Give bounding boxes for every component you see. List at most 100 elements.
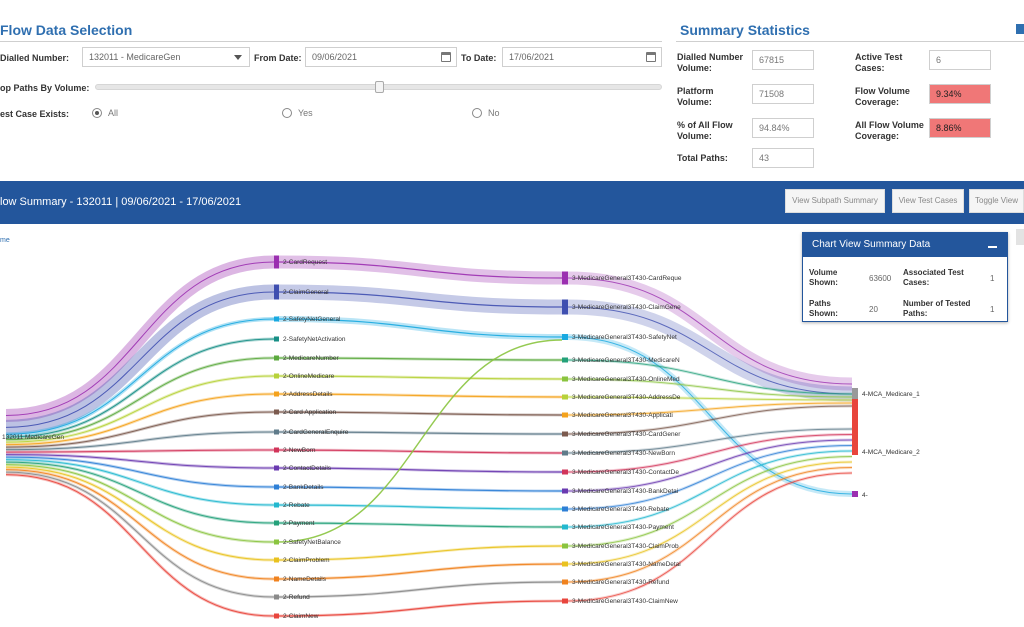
sankey-node[interactable] bbox=[562, 412, 568, 418]
sankey-node[interactable] bbox=[562, 357, 568, 363]
to-date-input[interactable]: 17/06/2021 bbox=[502, 47, 662, 67]
flow-link-edge[interactable] bbox=[5, 338, 275, 438]
flow-link-edge[interactable] bbox=[5, 449, 275, 453]
flow-link-edge[interactable] bbox=[277, 393, 563, 398]
sankey-node[interactable] bbox=[562, 271, 568, 285]
flow-link-edge[interactable] bbox=[567, 396, 853, 401]
flow-link-edge[interactable] bbox=[5, 393, 275, 446]
dialled-number-select[interactable]: 132011 - MedicareGen bbox=[82, 47, 250, 67]
flow-link-edge[interactable] bbox=[277, 486, 563, 492]
flow-link-edge[interactable] bbox=[277, 339, 563, 543]
flow-sankey-chart[interactable]: 2-CardRequest 2-ClaimGeneral 2-SafetyNetGe… bbox=[0, 224, 1024, 627]
calendar-icon[interactable] bbox=[441, 52, 451, 62]
sankey-node[interactable] bbox=[274, 255, 279, 269]
top-paths-slider-handle[interactable] bbox=[374, 81, 384, 93]
flow-link-edge[interactable] bbox=[277, 261, 563, 279]
flow-link-edge[interactable] bbox=[567, 277, 853, 385]
flow-link-edge[interactable] bbox=[277, 467, 563, 473]
flow-link-edge[interactable] bbox=[5, 261, 275, 416]
sankey-node[interactable] bbox=[274, 484, 279, 490]
flow-link-edge[interactable] bbox=[5, 291, 275, 428]
sankey-node[interactable] bbox=[274, 594, 279, 600]
sankey-node[interactable] bbox=[274, 373, 279, 379]
flow-link-edge[interactable] bbox=[277, 581, 563, 598]
flow-link-edge[interactable] bbox=[567, 336, 853, 495]
sankey-node[interactable] bbox=[852, 399, 858, 455]
flow-link-edge[interactable] bbox=[277, 600, 563, 617]
sankey-node[interactable] bbox=[274, 391, 279, 397]
flow-link-edge[interactable] bbox=[5, 411, 275, 448]
flow-link-edge[interactable] bbox=[567, 378, 853, 398]
sankey-node[interactable] bbox=[274, 576, 279, 582]
sankey-node[interactable] bbox=[562, 431, 568, 437]
flow-link-edge[interactable] bbox=[277, 357, 563, 361]
flow-link-edge[interactable] bbox=[277, 449, 563, 454]
toggle-view-button[interactable]: Toggle View bbox=[969, 189, 1024, 213]
flow-link-edge[interactable] bbox=[5, 466, 275, 561]
sankey-node[interactable] bbox=[274, 465, 279, 471]
sankey-node[interactable] bbox=[562, 394, 568, 400]
radio-all[interactable]: All bbox=[92, 108, 118, 118]
sankey-node[interactable] bbox=[562, 506, 568, 512]
flow-link-edge[interactable] bbox=[567, 456, 853, 547]
flow-link-edge[interactable] bbox=[567, 402, 853, 416]
flow-link-edge[interactable] bbox=[567, 439, 853, 492]
sankey-node[interactable] bbox=[562, 579, 568, 585]
flow-link-edge[interactable] bbox=[277, 522, 563, 528]
sankey-node[interactable] bbox=[274, 316, 279, 322]
sankey-node[interactable] bbox=[562, 561, 568, 567]
sankey-node[interactable] bbox=[562, 469, 568, 475]
edit-icon[interactable] bbox=[1016, 24, 1024, 34]
flow-link-edge[interactable] bbox=[567, 467, 853, 583]
radio-all-dot[interactable] bbox=[92, 108, 102, 118]
radio-no-dot[interactable] bbox=[472, 108, 482, 118]
radio-yes-dot[interactable] bbox=[282, 108, 292, 118]
flow-link-edge[interactable] bbox=[277, 431, 563, 435]
sankey-node[interactable] bbox=[562, 299, 568, 315]
flow-link-edge[interactable] bbox=[277, 411, 563, 416]
sankey-node[interactable] bbox=[274, 355, 279, 361]
flow-link-edge[interactable] bbox=[567, 450, 853, 528]
flow-link-edge[interactable] bbox=[567, 434, 853, 473]
flow-link-edge[interactable] bbox=[277, 504, 563, 510]
flow-link-edge[interactable] bbox=[5, 357, 275, 441]
flow-link-edge[interactable] bbox=[567, 359, 853, 395]
sankey-node[interactable] bbox=[274, 613, 279, 619]
sankey-node[interactable] bbox=[274, 429, 279, 435]
sankey-node[interactable] bbox=[274, 447, 279, 453]
sankey-node[interactable] bbox=[852, 491, 858, 497]
sankey-node[interactable] bbox=[274, 284, 279, 300]
sankey-node[interactable] bbox=[562, 450, 568, 456]
flow-link-edge[interactable] bbox=[5, 454, 275, 469]
calendar-icon[interactable] bbox=[646, 52, 656, 62]
sankey-node[interactable] bbox=[562, 598, 568, 604]
flow-link-edge[interactable] bbox=[5, 318, 275, 435]
flow-link-edge[interactable] bbox=[277, 318, 563, 338]
sankey-node[interactable] bbox=[274, 336, 279, 342]
flow-link-edge[interactable] bbox=[5, 431, 275, 451]
flow-link-edge[interactable] bbox=[5, 471, 275, 598]
radio-no[interactable]: No bbox=[472, 108, 500, 118]
view-test-cases-button[interactable]: View Test Cases bbox=[892, 189, 964, 213]
flow-link-edge[interactable] bbox=[277, 291, 563, 308]
sankey-node[interactable] bbox=[274, 557, 279, 563]
chart-scroll-handle[interactable] bbox=[1016, 229, 1024, 245]
flow-link-edge[interactable] bbox=[277, 563, 563, 580]
flow-link-edge[interactable] bbox=[567, 472, 853, 602]
sankey-node[interactable] bbox=[562, 488, 568, 494]
flow-link-edge[interactable] bbox=[277, 545, 563, 561]
flow-link-edge[interactable] bbox=[567, 405, 853, 435]
flow-link-edge[interactable] bbox=[567, 461, 853, 565]
flow-link-edge[interactable] bbox=[567, 445, 853, 510]
flow-link-edge[interactable] bbox=[5, 459, 275, 506]
sankey-node[interactable] bbox=[274, 502, 279, 508]
flow-link-edge[interactable] bbox=[567, 428, 853, 454]
flow-link-edge[interactable] bbox=[5, 456, 275, 488]
flow-link-edge[interactable] bbox=[5, 469, 275, 580]
flow-link-edge[interactable] bbox=[5, 464, 275, 543]
flow-link-edge[interactable] bbox=[277, 375, 563, 380]
flow-link-edge[interactable] bbox=[5, 461, 275, 524]
sankey-node[interactable] bbox=[562, 334, 568, 340]
from-date-input[interactable]: 09/06/2021 bbox=[305, 47, 457, 67]
sankey-node[interactable] bbox=[562, 524, 568, 530]
